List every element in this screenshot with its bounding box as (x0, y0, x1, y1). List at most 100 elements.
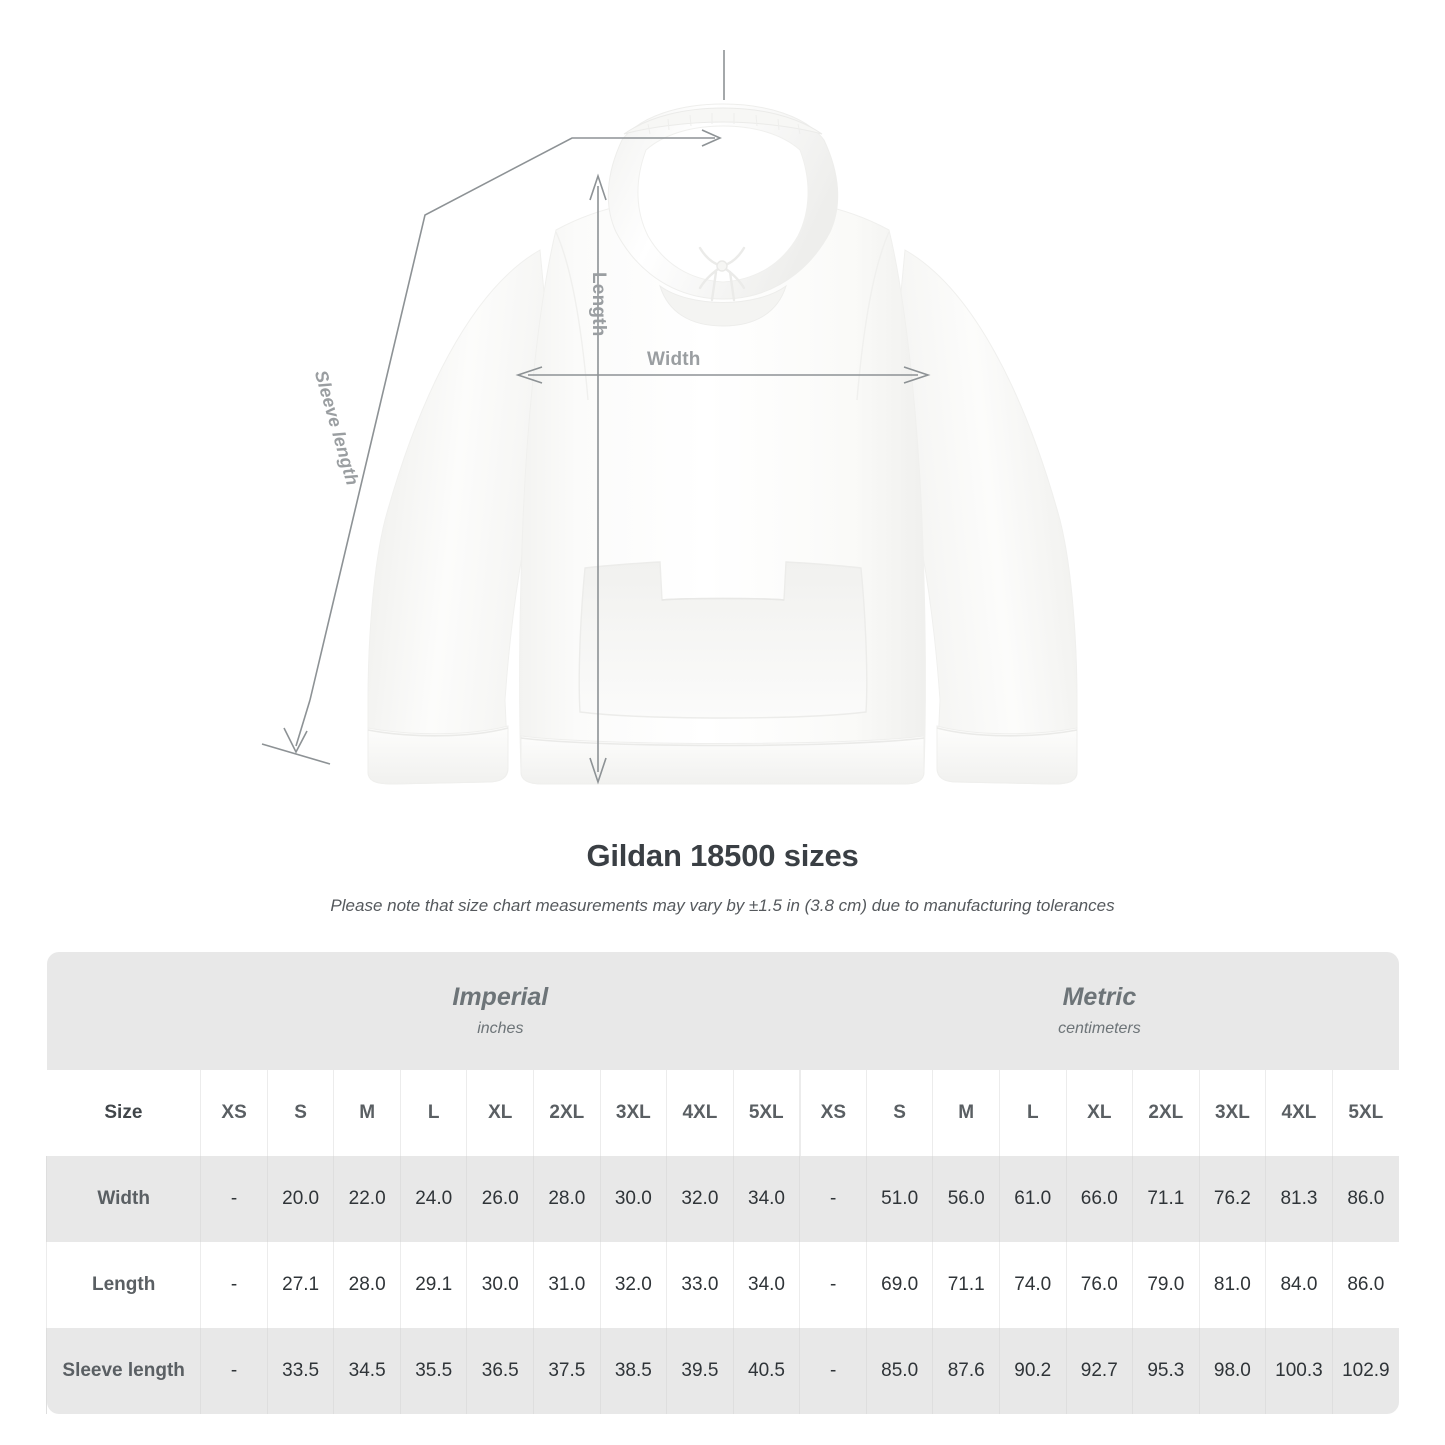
unit-group-imperial-sub: inches (477, 1020, 524, 1038)
cell-sleeve-imperial-s: 33.5 (266, 1328, 334, 1414)
cell-length-metric-m: 71.1 (932, 1242, 1000, 1328)
cell-width-metric-4xl: 81.3 (1265, 1156, 1333, 1242)
unit-group-metric-sub: centimeters (1058, 1020, 1141, 1038)
cell-length-metric-2xl: 79.0 (1132, 1242, 1200, 1328)
cell-length-imperial-xs: - (200, 1242, 268, 1328)
row-label-width: Width (45, 1156, 201, 1242)
cell-sleeve-imperial-xs: - (200, 1328, 268, 1414)
size-table-container: Imperial inches Metric centimeters Size … (45, 952, 1399, 1414)
cell-length-metric-3xl: 81.0 (1198, 1242, 1266, 1328)
unit-header-spacer (46, 952, 201, 1070)
cell-sleeve-metric-3xl: 98.0 (1198, 1328, 1266, 1414)
cell-sleeve-imperial-2xl: 37.5 (533, 1328, 601, 1414)
cell-sleeve-imperial-5xl: 40.5 (732, 1328, 800, 1414)
unit-header-row: Imperial inches Metric centimeters (46, 952, 1399, 1070)
cell-sleeve-imperial-3xl: 38.5 (599, 1328, 667, 1414)
size-header-imperial-s: S (266, 1070, 334, 1156)
cell-length-metric-l: 74.0 (998, 1242, 1067, 1328)
title-block: Gildan 18500 sizes Please note that size… (0, 838, 1445, 916)
size-header-metric-s: S (865, 1070, 933, 1156)
cell-width-metric-l: 61.0 (998, 1156, 1067, 1242)
sleeve-length-line (261, 50, 725, 765)
size-header-imperial-xl: XL (466, 1070, 534, 1156)
cell-width-imperial-m: 22.0 (333, 1156, 401, 1242)
unit-group-imperial-name: Imperial (452, 982, 549, 1011)
cell-width-metric-5xl: 86.0 (1331, 1156, 1399, 1242)
cell-length-imperial-m: 28.0 (333, 1242, 401, 1328)
size-header-label: Size (46, 1070, 201, 1156)
garment-diagram: Width Length Sleeve length (261, 50, 1078, 785)
cell-length-metric-xl: 76.0 (1065, 1242, 1133, 1328)
cell-length-metric-xs: - (799, 1242, 867, 1328)
unit-group-imperial: Imperial inches (200, 952, 800, 1070)
size-header-metric-3xl: 3XL (1198, 1070, 1266, 1156)
tolerance-note: Please note that size chart measurements… (330, 896, 1115, 915)
cell-sleeve-imperial-m: 34.5 (333, 1328, 401, 1414)
size-header-metric-m: M (932, 1070, 1000, 1156)
cell-length-imperial-2xl: 31.0 (533, 1242, 601, 1328)
size-table: Imperial inches Metric centimeters Size … (45, 952, 1399, 1414)
cell-length-metric-4xl: 84.0 (1265, 1242, 1333, 1328)
cell-width-metric-m: 56.0 (932, 1156, 1000, 1242)
size-header-imperial-l: L (399, 1070, 467, 1156)
size-header-metric-4xl: 4XL (1265, 1070, 1333, 1156)
cell-width-metric-3xl: 76.2 (1198, 1156, 1266, 1242)
cell-width-imperial-2xl: 28.0 (533, 1156, 601, 1242)
cell-sleeve-metric-xl: 92.7 (1065, 1328, 1133, 1414)
length-line (589, 173, 607, 785)
cell-width-metric-s: 51.0 (865, 1156, 933, 1242)
cell-length-imperial-4xl: 33.0 (666, 1242, 734, 1328)
cell-sleeve-metric-l: 90.2 (998, 1328, 1067, 1414)
size-header-imperial-3xl: 3XL (599, 1070, 667, 1156)
cell-sleeve-metric-2xl: 95.3 (1132, 1328, 1200, 1414)
cell-length-metric-5xl: 86.0 (1331, 1242, 1399, 1328)
size-header-metric-2xl: 2XL (1132, 1070, 1200, 1156)
cell-length-imperial-l: 29.1 (399, 1242, 467, 1328)
cell-sleeve-metric-5xl: 102.9 (1331, 1328, 1399, 1414)
cell-width-imperial-3xl: 30.0 (599, 1156, 667, 1242)
cell-sleeve-imperial-l: 35.5 (399, 1328, 467, 1414)
cell-width-imperial-l: 24.0 (399, 1156, 467, 1242)
length-label: Length (588, 272, 609, 337)
table-row-sleeve-length: Sleeve length - 33.5 34.5 35.5 36.5 37.5… (45, 1328, 1399, 1414)
cell-length-imperial-s: 27.1 (266, 1242, 334, 1328)
page-title: Gildan 18500 sizes (586, 838, 859, 873)
table-row-length: Length - 27.1 28.0 29.1 30.0 31.0 32.0 3… (45, 1242, 1399, 1328)
hoodie-shape (367, 103, 1078, 785)
cell-length-metric-s: 69.0 (865, 1242, 933, 1328)
size-header-metric-xl: XL (1065, 1070, 1133, 1156)
cell-length-imperial-5xl: 34.0 (732, 1242, 800, 1328)
cell-width-imperial-5xl: 34.0 (732, 1156, 800, 1242)
size-header-imperial-5xl: 5XL (732, 1070, 800, 1156)
row-label-sleeve-length: Sleeve length (45, 1328, 201, 1414)
cell-length-imperial-xl: 30.0 (466, 1242, 534, 1328)
table-row-width: Width - 20.0 22.0 24.0 26.0 28.0 30.0 32… (45, 1156, 1399, 1242)
width-label: Width (647, 349, 701, 370)
unit-group-metric-name: Metric (1062, 982, 1137, 1011)
row-label-length: Length (45, 1242, 201, 1328)
size-header-metric-5xl: 5XL (1331, 1070, 1399, 1156)
size-header-imperial-m: M (333, 1070, 401, 1156)
cell-width-metric-xs: - (799, 1156, 867, 1242)
size-header-imperial-4xl: 4XL (666, 1070, 734, 1156)
cell-sleeve-metric-s: 85.0 (865, 1328, 933, 1414)
size-header-metric-xs: XS (798, 1070, 867, 1156)
cell-sleeve-metric-xs: - (799, 1328, 867, 1414)
size-header-row: Size XS S M L XL 2XL 3XL 4XL 5XL XS S M … (46, 1070, 1399, 1156)
cell-width-imperial-xl: 26.0 (466, 1156, 534, 1242)
unit-group-metric: Metric centimeters (799, 952, 1399, 1070)
cell-sleeve-imperial-xl: 36.5 (466, 1328, 534, 1414)
cell-width-imperial-4xl: 32.0 (666, 1156, 734, 1242)
cell-width-imperial-xs: - (200, 1156, 268, 1242)
size-header-imperial-2xl: 2XL (533, 1070, 601, 1156)
cell-width-metric-xl: 66.0 (1065, 1156, 1133, 1242)
cell-width-imperial-s: 20.0 (266, 1156, 334, 1242)
cell-length-imperial-3xl: 32.0 (599, 1242, 667, 1328)
cell-width-metric-2xl: 71.1 (1132, 1156, 1200, 1242)
cell-sleeve-metric-m: 87.6 (932, 1328, 1000, 1414)
measurement-lines (261, 50, 931, 785)
size-header-imperial-xs: XS (200, 1070, 268, 1156)
width-line (515, 366, 931, 384)
cell-sleeve-metric-4xl: 100.3 (1265, 1328, 1333, 1414)
